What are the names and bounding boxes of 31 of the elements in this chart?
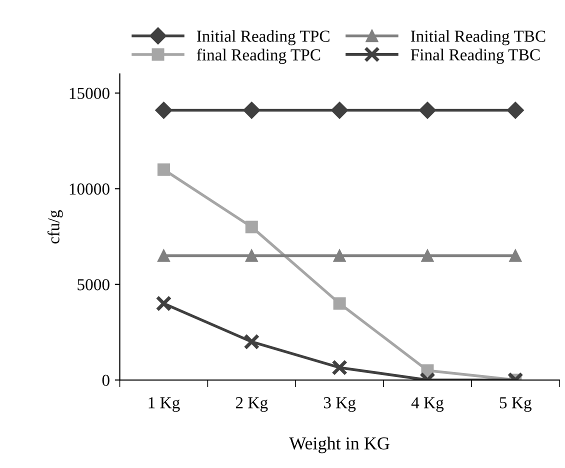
x-tick-label: 1 Kg [148, 397, 180, 412]
point [421, 249, 434, 262]
point [245, 249, 258, 262]
y-tick-label: 5000 [78, 279, 110, 290]
point [155, 102, 172, 119]
legend-label: Initial Reading TPC [196, 30, 330, 46]
point [509, 249, 522, 262]
y-axis-title: cfu/g [48, 210, 63, 244]
point [333, 249, 346, 262]
point [506, 102, 524, 119]
point [156, 296, 172, 312]
legend-label: final Reading TPC [196, 48, 320, 64]
x-tick-label: 5 Kg [500, 397, 532, 412]
x-axis-title: Weight in KG [289, 436, 390, 454]
point [332, 360, 348, 376]
point [333, 297, 346, 310]
point [157, 163, 170, 176]
point [243, 102, 260, 119]
point [157, 249, 170, 262]
y-tick-label: 0 [102, 374, 110, 386]
y-tick-label: 15000 [70, 88, 110, 100]
point [245, 220, 258, 234]
legend-label: Initial Reading TBC [410, 30, 546, 46]
y-tick-label: 10000 [70, 183, 110, 195]
x-tick-label: 4 Kg [411, 397, 444, 412]
x-tick-label: 2 Kg [236, 397, 268, 412]
point [244, 334, 260, 350]
legend-label: Final Reading TBC [410, 48, 540, 64]
point [331, 102, 348, 119]
point [418, 102, 436, 119]
x-tick-label: 3 Kg [324, 397, 356, 412]
